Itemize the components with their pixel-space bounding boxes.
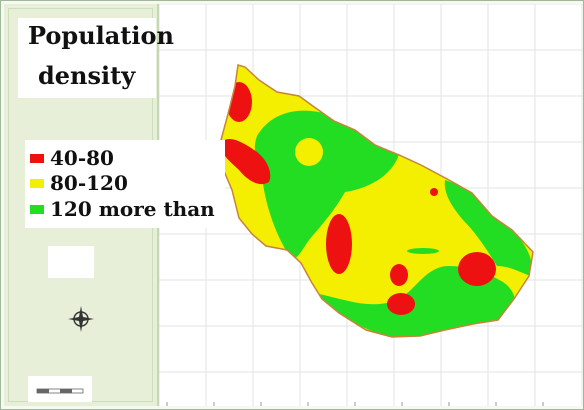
legend-label: 120 more than xyxy=(50,197,215,221)
legend-item-120-more: 120 more than xyxy=(30,199,215,219)
zone-red-northwest xyxy=(226,82,252,122)
zone-green-south xyxy=(319,266,516,337)
legend-swatch-yellow xyxy=(30,178,44,188)
legend-title-line1: Population xyxy=(28,21,174,50)
legend-item-80-120: 80-120 xyxy=(30,173,128,193)
zone-red-south-small xyxy=(390,264,408,286)
population-density-map xyxy=(159,4,583,406)
zone-green-strip xyxy=(407,248,439,254)
zone-red-south xyxy=(387,293,415,315)
zone-green-upper xyxy=(254,110,399,259)
map-area xyxy=(158,4,583,406)
blank-box xyxy=(48,246,94,278)
zone-red-dot xyxy=(430,188,438,196)
legend-swatch-red xyxy=(30,153,44,163)
zone-yellow-pocket xyxy=(295,138,323,166)
zone-red-west xyxy=(221,139,271,185)
region-boundary xyxy=(220,64,534,338)
legend-title-box xyxy=(18,18,156,98)
legend-title-line2: density xyxy=(38,61,136,90)
legend-label: 40-80 xyxy=(50,146,114,170)
legend-label: 80-120 xyxy=(50,171,128,195)
zone-green-east xyxy=(444,180,532,276)
legend-item-40-80: 40-80 xyxy=(30,148,114,168)
scale-bar-icon xyxy=(36,388,84,394)
zone-red-east xyxy=(458,252,496,286)
compass-rose-icon xyxy=(68,306,94,332)
zone-red-center xyxy=(326,214,352,274)
legend-box xyxy=(25,140,225,228)
legend-swatch-green xyxy=(30,204,44,214)
